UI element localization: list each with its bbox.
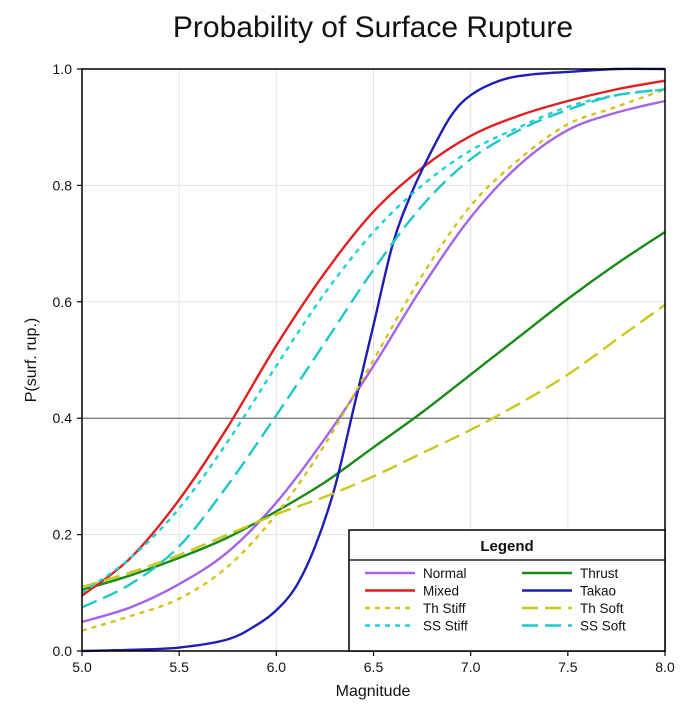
x-tick-label: 6.0 bbox=[267, 659, 287, 675]
series-line-th-soft bbox=[81, 303, 666, 589]
y-tick-label: 0.4 bbox=[53, 410, 73, 426]
legend-label-ss-stiff: SS Stiff bbox=[423, 619, 468, 634]
legend-title: Legend bbox=[480, 538, 533, 555]
legend: Legend Normal Thrust Mixed Takao Th Stiff Th S… bbox=[348, 529, 666, 652]
legend-label-th-stiff: Th Stiff bbox=[423, 601, 466, 616]
legend-label-mixed: Mixed bbox=[423, 584, 459, 599]
legend-label-takao: Takao bbox=[580, 584, 616, 599]
y-tick-label: 0.2 bbox=[53, 527, 73, 543]
series-line-ss-soft bbox=[81, 88, 666, 609]
axis-ticks: 5.0 5.5 6.0 6.5 7.0 7.5 8.0 0.0 0.2 0.4 0.6 0.8 1.0 bbox=[53, 61, 675, 675]
series-group bbox=[81, 67, 666, 653]
x-tick-label: 7.0 bbox=[461, 659, 481, 675]
y-axis-label: P(surf. rup.) bbox=[23, 318, 40, 402]
x-tick-label: 6.5 bbox=[364, 659, 384, 675]
y-tick-label: 1.0 bbox=[53, 61, 73, 77]
series-line-mixed bbox=[81, 79, 666, 597]
x-tick-label: 5.0 bbox=[72, 659, 92, 675]
series-line-thrust bbox=[81, 230, 666, 592]
series-line-normal bbox=[81, 99, 666, 624]
legend-label-normal: Normal bbox=[423, 566, 467, 581]
y-tick-label: 0.6 bbox=[53, 294, 73, 310]
y-tick-label: 0.8 bbox=[53, 177, 73, 193]
y-tick-label: 0.0 bbox=[53, 643, 73, 659]
chart-title: Probability of Surface Rupture bbox=[173, 11, 573, 44]
legend-label-th-soft: Th Soft bbox=[580, 601, 624, 616]
x-tick-label: 5.5 bbox=[169, 659, 189, 675]
x-tick-label: 8.0 bbox=[655, 659, 675, 675]
legend-label-ss-soft: SS Soft bbox=[580, 619, 626, 634]
series-line-takao bbox=[81, 67, 666, 653]
legend-label-thrust: Thrust bbox=[580, 566, 619, 581]
series-line-th-stiff bbox=[81, 88, 666, 632]
x-tick-label: 7.5 bbox=[558, 659, 578, 675]
x-axis-label: Magnitude bbox=[336, 683, 411, 700]
